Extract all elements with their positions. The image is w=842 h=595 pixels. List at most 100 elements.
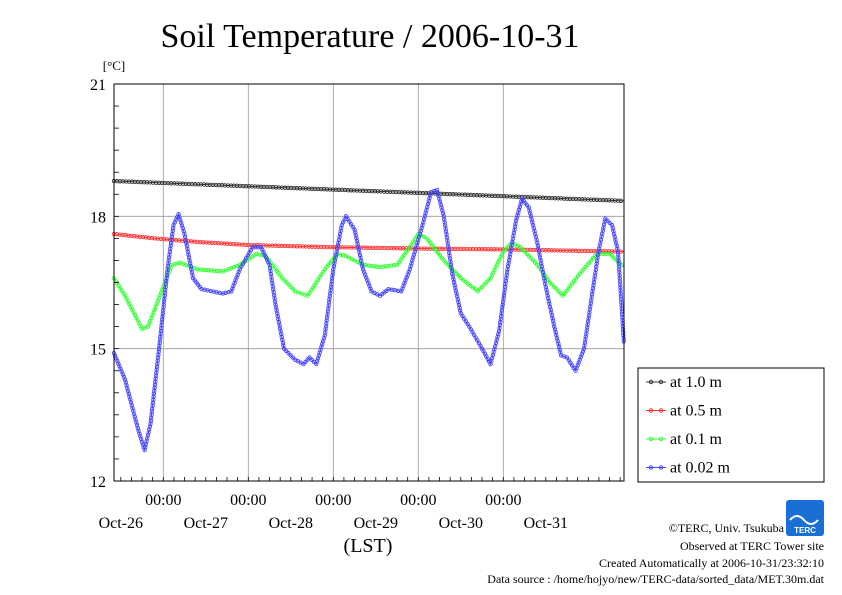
series-marker xyxy=(158,334,163,340)
series-marker xyxy=(443,260,449,265)
series-marker xyxy=(524,251,529,256)
series-marker xyxy=(353,230,358,235)
series-marker xyxy=(482,282,487,287)
x-axis-label: (LST) xyxy=(344,535,393,557)
series-marker xyxy=(135,234,140,239)
y-axis: 12 15 18 21 xyxy=(90,77,119,491)
series-marker xyxy=(164,272,170,278)
series-marker xyxy=(558,291,563,296)
series-marker xyxy=(159,322,164,328)
series-marker xyxy=(165,264,171,269)
x-time-label: 00:00 xyxy=(400,492,436,509)
series-marker xyxy=(549,313,555,318)
series-marker xyxy=(497,322,503,328)
series-marker xyxy=(607,220,612,226)
series-marker xyxy=(170,228,175,234)
series-marker xyxy=(504,272,509,278)
series-marker xyxy=(169,234,175,240)
series-marker xyxy=(389,263,394,268)
series-marker xyxy=(157,337,163,342)
series-marker xyxy=(455,294,460,299)
series-marker xyxy=(456,302,462,308)
series-marker xyxy=(547,280,553,285)
series-marker xyxy=(477,286,483,292)
series-marker xyxy=(214,268,220,274)
series-marker xyxy=(163,284,168,290)
series-marker xyxy=(375,264,380,269)
series-marker xyxy=(554,335,560,341)
series-marker xyxy=(526,253,531,259)
series-marker xyxy=(338,252,343,257)
series-marker xyxy=(528,256,534,261)
series-marker xyxy=(556,344,562,349)
series-marker xyxy=(162,293,167,298)
series-at-1-0-m xyxy=(111,178,625,203)
series-marker xyxy=(197,267,203,272)
series-marker xyxy=(166,255,172,260)
series-marker xyxy=(500,305,505,310)
legend-label: at 0.1 m xyxy=(670,431,723,448)
series-marker xyxy=(134,420,139,425)
y-tick-label: 15 xyxy=(90,342,106,359)
series-marker xyxy=(137,431,142,436)
series-marker xyxy=(159,320,165,325)
series-marker xyxy=(551,321,556,326)
series-at-0-02-m xyxy=(111,187,626,453)
series-marker xyxy=(372,264,377,269)
series-marker xyxy=(484,280,489,285)
series-marker xyxy=(162,290,168,295)
plot-frame xyxy=(113,83,625,482)
series-marker xyxy=(286,350,291,356)
credit-created: Created Automatically at 2006-10-31/23:3… xyxy=(599,556,824,570)
series-marker xyxy=(203,267,208,273)
series-marker xyxy=(552,327,558,332)
series-marker xyxy=(290,355,295,360)
legend-swatch-marker xyxy=(648,408,654,413)
series-marker xyxy=(455,297,460,302)
series-marker xyxy=(503,278,509,284)
series-marker xyxy=(517,204,522,210)
legend-swatch-marker xyxy=(648,379,654,385)
series-marker xyxy=(486,278,491,283)
y-tick-label: 21 xyxy=(90,77,106,94)
series-marker xyxy=(453,288,459,293)
series-marker xyxy=(605,218,610,223)
series-marker xyxy=(548,307,553,312)
series-marker xyxy=(498,314,504,319)
plot-grid xyxy=(114,84,624,481)
series-marker xyxy=(479,284,485,290)
series-marker xyxy=(500,299,506,304)
series-marker xyxy=(516,207,522,212)
series-marker xyxy=(522,249,527,254)
terc-logo: TERC xyxy=(786,500,824,536)
series-marker xyxy=(149,235,155,241)
x-date-label: Oct-28 xyxy=(269,515,313,532)
series-marker xyxy=(354,235,359,241)
x-date-label: Oct-26 xyxy=(99,515,143,532)
series-marker xyxy=(209,268,214,273)
series-marker xyxy=(352,227,357,232)
series-marker xyxy=(158,328,164,334)
series-marker xyxy=(366,263,371,268)
series-marker xyxy=(513,218,519,223)
series-marker xyxy=(356,244,361,249)
series-marker xyxy=(309,357,314,362)
series-marker xyxy=(195,267,200,272)
series-marker xyxy=(286,282,291,287)
series-marker xyxy=(363,263,369,268)
series-marker xyxy=(617,267,622,272)
series-marker xyxy=(516,210,521,215)
series-marker xyxy=(518,245,523,250)
series-marker xyxy=(392,263,397,268)
chart-title: Soil Temperature / 2006-10-31 xyxy=(160,18,579,55)
series-marker xyxy=(282,278,287,283)
series-marker xyxy=(501,249,506,254)
series-marker xyxy=(341,253,346,258)
series-marker xyxy=(288,353,293,358)
legend-label: at 0.5 m xyxy=(670,403,723,420)
series-marker xyxy=(369,263,374,269)
x-time-label: 00:00 xyxy=(315,492,351,509)
series-marker xyxy=(514,215,519,221)
